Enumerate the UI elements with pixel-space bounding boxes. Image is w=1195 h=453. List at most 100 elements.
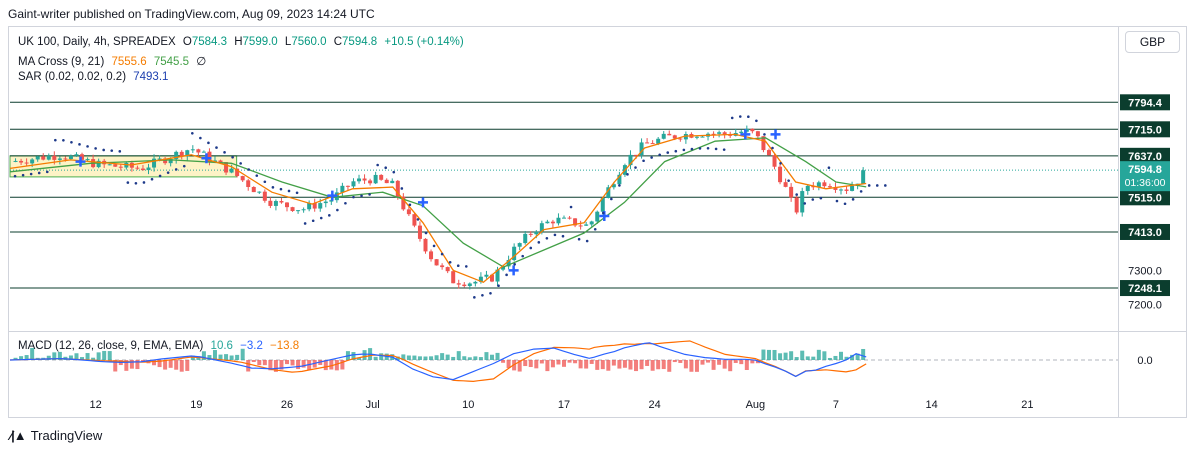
ma-cross-marker [509, 265, 519, 275]
macd-histogram-bar [667, 360, 671, 372]
macd-histogram-bar [833, 356, 837, 360]
candle-body [778, 167, 782, 182]
x-tick-label: 7 [833, 399, 839, 411]
sar-dot [465, 265, 468, 268]
macd-histogram-bar [595, 360, 599, 370]
sar-dot [457, 264, 460, 267]
macd-histogram-bar [734, 360, 738, 363]
candle-body [30, 159, 34, 163]
sar-dot [634, 166, 637, 169]
candle-body [717, 132, 721, 134]
candle-body [590, 221, 594, 224]
macd-histogram-bar [562, 360, 566, 367]
candle-body [241, 176, 245, 180]
candle-body [285, 202, 289, 207]
candle-body [845, 189, 849, 190]
candle-body [457, 283, 461, 284]
sar-dot [683, 149, 686, 152]
candle-body [246, 180, 250, 187]
sar-dot [54, 139, 57, 142]
sar-dot [207, 142, 210, 145]
macd-histogram-bar [102, 351, 106, 360]
candle-body [268, 201, 272, 206]
macd-histogram-bar [363, 350, 367, 360]
candle-body [108, 164, 112, 165]
x-tick-label: 14 [926, 399, 938, 411]
macd-histogram-bar [246, 360, 250, 371]
candle-body [252, 187, 256, 192]
candle-body [274, 201, 278, 206]
candle-body [451, 271, 455, 283]
macd-histogram-bar [291, 360, 295, 365]
macd-histogram-bar [617, 360, 621, 369]
sar-dot [666, 151, 669, 154]
candle-body [147, 168, 151, 171]
candle-body [41, 156, 45, 159]
macd-histogram-bar [446, 355, 450, 360]
sar-dot [787, 179, 790, 182]
candle-body [424, 239, 428, 252]
price-chart[interactable]: 7794.47715.07637.07515.07413.07248.17594… [0, 0, 1195, 453]
sar-dot [618, 184, 621, 187]
macd-histogram-bar [374, 357, 378, 360]
x-tick-label: Aug [746, 399, 766, 411]
macd-histogram-bar [695, 360, 699, 372]
sar-dot [521, 255, 524, 258]
macd-histogram-bar [451, 357, 455, 360]
macd-histogram-bar [806, 356, 810, 360]
macd-histogram-bar [761, 350, 765, 360]
sar-dot [441, 253, 444, 256]
sar-dot [513, 263, 516, 266]
candle-body [113, 164, 117, 166]
macd-histogram-bar [534, 360, 538, 368]
candle-body [351, 181, 355, 186]
sar-dot [425, 232, 428, 235]
sar-dot [215, 146, 218, 149]
sar-dot [755, 120, 758, 123]
macd-histogram-bar [412, 356, 416, 360]
sar-dot [594, 228, 597, 231]
x-tick-label: 17 [558, 399, 570, 411]
candle-body [484, 275, 488, 277]
candle-body [739, 132, 743, 133]
macd-zero-label: 0.0 [1137, 355, 1152, 367]
candle-body [568, 218, 572, 219]
sar-dot [860, 190, 863, 193]
macd-histogram-bar [424, 357, 428, 360]
sar-dot [554, 234, 557, 237]
sar-dot [392, 171, 395, 174]
sar-dot [167, 171, 170, 174]
candle-body [374, 175, 378, 183]
sar-dot [715, 148, 718, 151]
sar-dot [239, 162, 242, 165]
sar-dot [763, 133, 766, 136]
candle-body [412, 214, 416, 225]
sar-dot [489, 292, 492, 295]
macd-histogram-bar [684, 360, 688, 368]
sar-dot [876, 184, 879, 187]
candle-body [263, 192, 267, 201]
sar-dot [497, 284, 500, 287]
sar-dot [175, 168, 178, 171]
macd-histogram-bar [545, 360, 549, 371]
candle-body [302, 209, 306, 210]
macd-histogram-bar [457, 351, 461, 360]
candle-body [279, 201, 283, 202]
sar-dot [546, 237, 549, 240]
sar-dot [352, 196, 355, 199]
macd-histogram-bar [540, 360, 544, 363]
sar-dot [312, 219, 315, 222]
x-tick-label: 12 [89, 399, 101, 411]
sar-dot [505, 274, 508, 277]
macd-histogram-bar [263, 360, 267, 365]
candle-body [662, 134, 666, 139]
sar-dot [771, 147, 774, 150]
sar-dot [191, 132, 194, 135]
candle-body [19, 161, 23, 163]
macd-histogram-bar [822, 351, 826, 360]
sar-dot [320, 217, 323, 220]
macd-histogram-bar [97, 352, 101, 360]
candle-body [806, 186, 810, 191]
sar-dot [183, 165, 186, 168]
candle-body [357, 179, 361, 182]
